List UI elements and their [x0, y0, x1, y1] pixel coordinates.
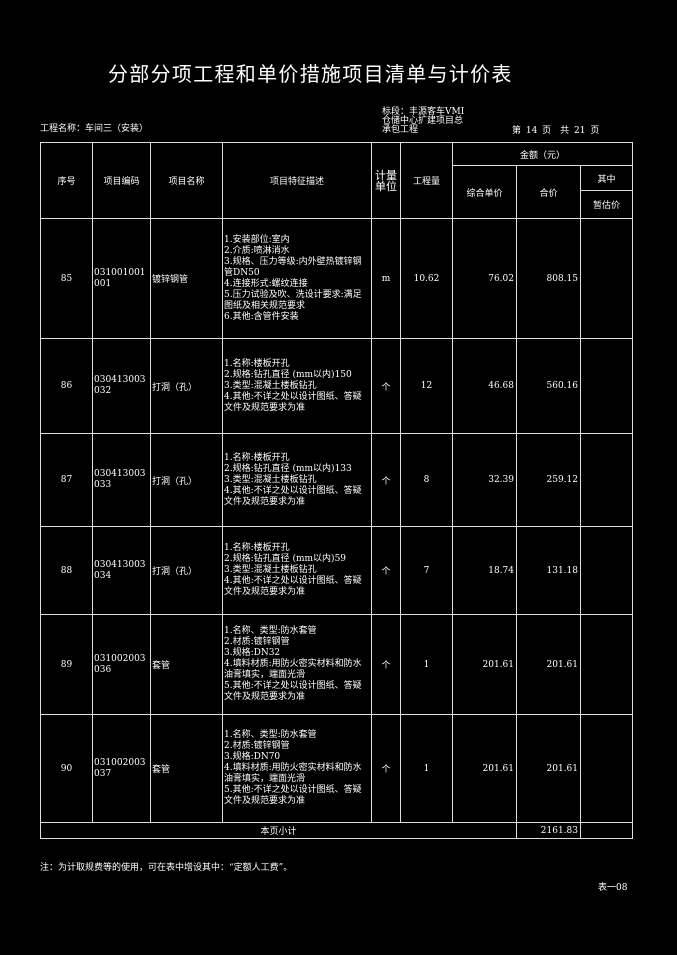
- header-name: 项目名称: [150, 142, 223, 219]
- page-title: 分部分项工程和单价措施项目清单与计价表: [108, 62, 513, 86]
- table-row: 87 030413003033 打洞（孔） 1.名称:楼板开孔 2.规格:钻孔直径 (…: [40, 433, 634, 527]
- table-row: 88 030413003034 打洞（孔） 1.名称:楼板开孔 2.规格:钻孔直径 (…: [40, 526, 634, 615]
- row-qty: 7: [400, 526, 453, 615]
- row-desc: 1.名称:楼板开孔 2.规格:钻孔直径 (mm以内)133 3.类型:混凝土楼板…: [222, 433, 372, 527]
- subtotal-row: 本页小计 2161.83: [40, 822, 634, 839]
- table-row: 85 031001001001 镀锌钢管 1.安装部位:室内 2.介质:喷淋消水 3.…: [40, 218, 634, 339]
- row-unit: 个: [371, 614, 401, 715]
- row-desc: 1.名称:楼板开孔 2.规格:钻孔直径 (mm以内)59 3.类型:混凝土楼板钻…: [222, 526, 372, 615]
- row-unit-price: 18.74: [452, 526, 517, 615]
- row-code: 031002003037: [92, 714, 151, 823]
- row-qty: 1: [400, 714, 453, 823]
- row-qty: 10.62: [400, 218, 453, 339]
- row-desc: 1.名称、类型:防水套管 2.材质:镀锌钢管 3.规格:DN70 4.填料材质:…: [222, 714, 372, 823]
- row-estimate: [579, 526, 634, 615]
- row-qty: 12: [400, 338, 453, 434]
- row-total: 131.18: [516, 526, 581, 615]
- row-estimate: [579, 433, 634, 527]
- row-seq: 90: [40, 714, 93, 823]
- table-row: 89 031002003036 套管 1.名称、类型:防水套管 2.材质:镀锌钢管 3…: [40, 614, 634, 715]
- page-info: 第 14 页 共 21 页: [512, 126, 600, 136]
- row-unit-price: 201.61: [452, 714, 517, 823]
- header-unit: 计量单位: [371, 142, 401, 219]
- subtotal-estimate: [579, 822, 634, 839]
- form-code: 表一08: [598, 883, 628, 893]
- row-seq: 87: [40, 433, 93, 527]
- header-unit-price: 综合单价: [452, 165, 517, 219]
- header-estimate: 暂估价: [579, 190, 634, 219]
- row-unit: 个: [371, 433, 401, 527]
- row-unit: 个: [371, 526, 401, 615]
- row-total: 201.61: [516, 614, 581, 715]
- row-name: 镀锌钢管: [150, 218, 223, 339]
- row-desc: 1.名称:楼板开孔 2.规格:钻孔直径 (mm以内)150 3.类型:混凝土楼板…: [222, 338, 372, 434]
- header-seq: 序号: [40, 142, 93, 219]
- subtotal-value: 2161.83: [516, 822, 581, 839]
- row-qty: 1: [400, 614, 453, 715]
- footnote: 注：为计取规费等的使用，可在表中增设其中：“定额人工费”。: [40, 863, 293, 873]
- header-desc: 项目特征描述: [222, 142, 372, 219]
- row-code: 030413003032: [92, 338, 151, 434]
- header-qty: 工程量: [400, 142, 453, 219]
- row-total: 560.16: [516, 338, 581, 434]
- table-row: 90 031002003037 套管 1.名称、类型:防水套管 2.材质:镀锌钢管 3…: [40, 714, 634, 823]
- table-row: 86 030413003032 打洞（孔） 1.名称:楼板开孔 2.规格:钻孔直径 (…: [40, 338, 634, 434]
- row-name: 套管: [150, 614, 223, 715]
- row-total: 201.61: [516, 714, 581, 823]
- section-line: 标段：丰源客车VMI: [382, 107, 465, 117]
- row-name: 打洞（孔）: [150, 338, 223, 434]
- project-name: 工程名称：车间三（安装）: [40, 124, 149, 134]
- row-unit: m: [371, 218, 401, 339]
- row-name: 套管: [150, 714, 223, 823]
- row-estimate: [579, 714, 634, 823]
- row-seq: 85: [40, 218, 93, 339]
- row-code: 030413003034: [92, 526, 151, 615]
- header-total: 合价: [516, 165, 581, 219]
- row-qty: 8: [400, 433, 453, 527]
- row-unit-price: 76.02: [452, 218, 517, 339]
- row-seq: 88: [40, 526, 93, 615]
- row-estimate: [579, 614, 634, 715]
- section-line: 仓储中心扩建项目总: [382, 116, 464, 126]
- row-seq: 89: [40, 614, 93, 715]
- row-unit-price: 32.39: [452, 433, 517, 527]
- subtotal-label: 本页小计: [40, 822, 517, 839]
- header-of-which: 其中: [579, 165, 634, 191]
- row-code: 031001001001: [92, 218, 151, 339]
- header-amount: 金额（元）: [451, 142, 634, 166]
- row-code: 030413003033: [92, 433, 151, 527]
- row-name: 打洞（孔）: [150, 433, 223, 527]
- pricing-table: 序号 项目编码 项目名称 项目特征描述 计量单位 工程量 金额（元） 综合单价 …: [40, 142, 634, 839]
- row-estimate: [579, 338, 634, 434]
- row-total: 259.12: [516, 433, 581, 527]
- row-total: 808.15: [516, 218, 581, 339]
- section-info: 标段：丰源客车VMI 仓储中心扩建项目总 承包工程: [382, 108, 464, 135]
- row-desc: 1.名称、类型:防水套管 2.材质:镀锌钢管 3.规格:DN32 4.填料材质:…: [222, 614, 372, 715]
- row-desc: 1.安装部位:室内 2.介质:喷淋消水 3.规格、压力等级:内外壁热镀锌钢管DN…: [222, 218, 372, 339]
- row-unit-price: 46.68: [452, 338, 517, 434]
- row-unit-price: 201.61: [452, 614, 517, 715]
- row-unit: 个: [371, 338, 401, 434]
- row-code: 031002003036: [92, 614, 151, 715]
- row-name: 打洞（孔）: [150, 526, 223, 615]
- section-line: 承包工程: [382, 125, 419, 135]
- row-unit: 个: [371, 714, 401, 823]
- row-estimate: [579, 218, 634, 339]
- header-code: 项目编码: [92, 142, 151, 219]
- row-seq: 86: [40, 338, 93, 434]
